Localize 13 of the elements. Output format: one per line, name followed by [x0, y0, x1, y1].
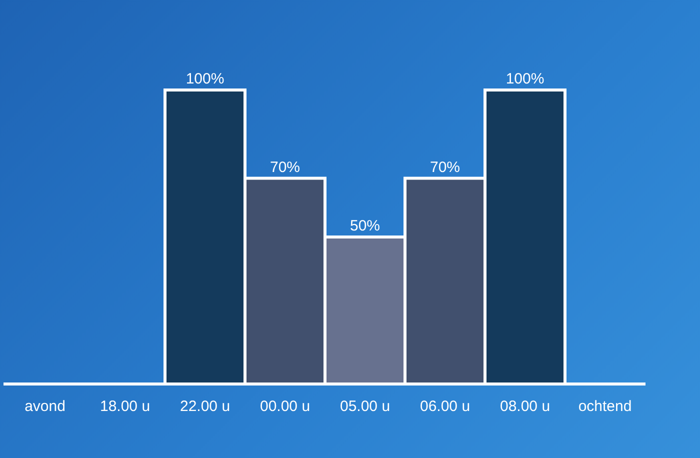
- x-tick-label: avond: [24, 398, 66, 416]
- data-label: 70%: [270, 158, 300, 176]
- data-label: 100%: [506, 70, 544, 88]
- x-tick-label: 06.00 u: [420, 398, 470, 416]
- data-label: 50%: [350, 218, 380, 235]
- data-label: 100%: [186, 70, 224, 88]
- data-label: 70%: [430, 158, 460, 176]
- x-tick-label: 00.00 u: [260, 398, 310, 416]
- x-tick-label: 22.00 u: [180, 398, 230, 416]
- x-tick-label: 08.00 u: [500, 398, 550, 416]
- x-tick-label: 05.00 u: [340, 398, 390, 416]
- x-tick-label: ochtend: [578, 398, 632, 416]
- x-tick-label: 18.00 u: [100, 398, 150, 416]
